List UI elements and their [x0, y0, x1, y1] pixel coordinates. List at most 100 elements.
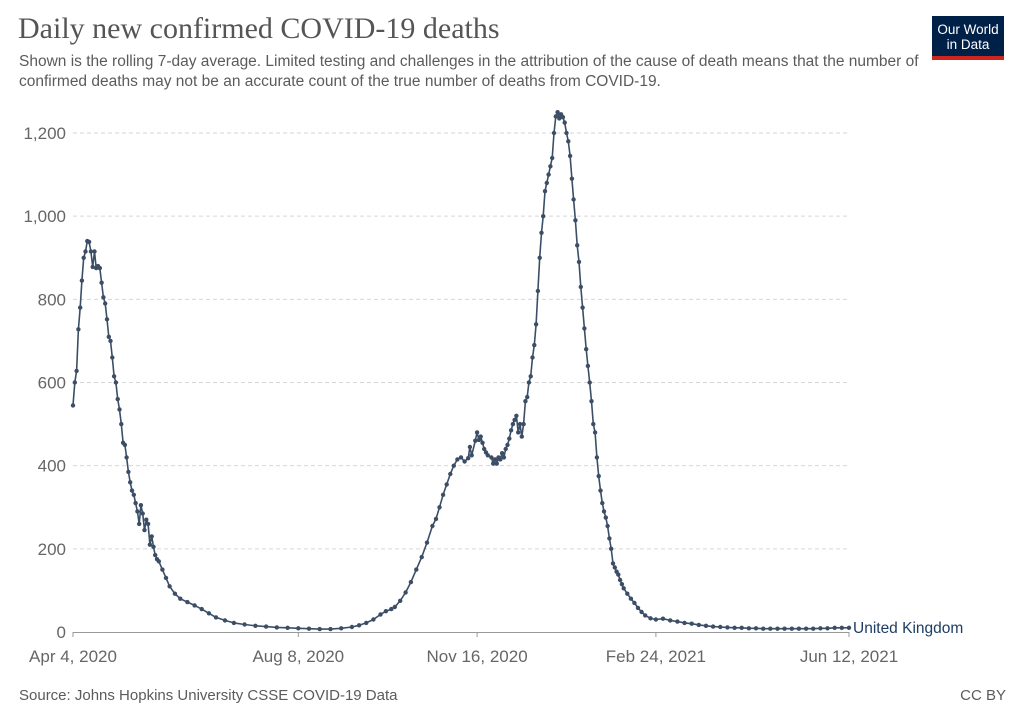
data-point[interactable] [587, 380, 592, 385]
data-point[interactable] [192, 603, 197, 608]
data-point[interactable] [274, 625, 279, 630]
data-point[interactable] [566, 139, 571, 144]
data-point[interactable] [703, 623, 709, 628]
data-point[interactable] [185, 599, 190, 605]
data-point[interactable] [462, 459, 467, 464]
data-point[interactable] [90, 264, 95, 270]
data-point[interactable] [156, 559, 161, 564]
data-point[interactable] [147, 542, 153, 547]
data-point[interactable] [555, 110, 560, 115]
data-point[interactable] [553, 114, 558, 119]
data-point[interactable] [126, 469, 131, 475]
data-point[interactable] [639, 609, 644, 615]
data-point[interactable] [551, 130, 557, 136]
data-point[interactable] [523, 399, 528, 404]
data-point[interactable] [601, 509, 607, 514]
data-point[interactable] [131, 492, 136, 497]
data-point[interactable] [492, 457, 498, 462]
data-point[interactable] [578, 284, 583, 290]
data-point[interactable] [503, 446, 508, 452]
data-point[interactable] [480, 440, 485, 445]
data-point[interactable] [789, 626, 794, 631]
data-point[interactable] [106, 334, 112, 339]
data-point[interactable] [616, 572, 621, 577]
data-point[interactable] [739, 625, 744, 630]
data-point[interactable] [660, 616, 666, 621]
data-point[interactable] [489, 455, 494, 460]
data-point[interactable] [542, 189, 548, 194]
data-point[interactable] [76, 327, 81, 332]
data-point[interactable] [598, 488, 603, 493]
data-point[interactable] [222, 618, 228, 623]
data-point[interactable] [86, 239, 92, 245]
data-point[interactable] [151, 544, 156, 549]
data-point[interactable] [485, 453, 490, 458]
series-line-uk[interactable] [72, 111, 849, 630]
data-point[interactable] [510, 421, 516, 427]
data-point[interactable] [128, 480, 133, 485]
data-point[interactable] [296, 626, 301, 631]
data-point[interactable] [108, 338, 113, 344]
data-point[interactable] [573, 218, 578, 223]
data-point[interactable] [433, 516, 439, 522]
data-point[interactable] [469, 453, 474, 458]
data-point[interactable] [206, 611, 212, 616]
data-point[interactable] [339, 626, 344, 631]
data-point[interactable] [533, 322, 539, 327]
data-point[interactable] [528, 374, 533, 379]
data-point[interactable] [818, 626, 823, 631]
data-point[interactable] [242, 622, 247, 627]
data-point[interactable] [594, 455, 600, 460]
data-point[interactable] [476, 437, 482, 443]
data-point[interactable] [569, 176, 575, 181]
data-point[interactable] [512, 417, 517, 423]
data-point[interactable] [448, 471, 453, 477]
data-point[interactable] [632, 600, 637, 606]
data-point[interactable] [253, 623, 258, 628]
data-point[interactable] [455, 457, 460, 462]
data-point[interactable] [607, 536, 612, 541]
data-point[interactable] [349, 624, 355, 630]
data-point[interactable] [610, 561, 616, 566]
data-point[interactable] [689, 621, 694, 626]
data-point[interactable] [753, 626, 759, 631]
data-point[interactable] [648, 616, 653, 621]
data-point[interactable] [591, 421, 596, 427]
data-point[interactable] [389, 606, 394, 612]
data-point[interactable] [505, 442, 510, 448]
data-point[interactable] [430, 523, 435, 529]
data-point[interactable] [81, 255, 86, 260]
data-point[interactable] [403, 590, 408, 595]
data-point[interactable] [718, 624, 723, 630]
data-point[interactable] [111, 374, 117, 379]
data-point[interactable] [643, 613, 648, 618]
data-point[interactable] [796, 626, 802, 631]
data-point[interactable] [119, 421, 124, 427]
data-point[interactable] [451, 463, 456, 468]
data-point[interactable] [356, 623, 362, 628]
data-point[interactable] [88, 249, 94, 254]
data-point[interactable] [725, 625, 730, 630]
data-point[interactable] [589, 399, 594, 404]
data-point[interactable] [541, 214, 546, 219]
data-point[interactable] [317, 626, 322, 632]
data-point[interactable] [328, 626, 333, 632]
data-point[interactable] [466, 456, 471, 461]
source-note[interactable]: Source: Johns Hopkins University CSSE CO… [19, 687, 398, 704]
data-point[interactable] [507, 436, 512, 441]
data-point[interactable] [444, 482, 449, 487]
data-point[interactable] [775, 626, 780, 631]
data-point[interactable] [832, 625, 837, 630]
data-point[interactable] [92, 249, 97, 254]
data-point[interactable] [473, 438, 478, 443]
data-point[interactable] [178, 596, 183, 601]
data-point[interactable] [525, 394, 530, 400]
data-point[interactable] [419, 554, 424, 560]
data-point[interactable] [628, 596, 634, 601]
data-point[interactable] [635, 605, 641, 611]
data-point[interactable] [508, 428, 514, 433]
data-point[interactable] [149, 534, 154, 539]
data-point[interactable] [467, 444, 473, 450]
data-point[interactable] [167, 584, 172, 589]
data-point[interactable] [482, 446, 487, 452]
